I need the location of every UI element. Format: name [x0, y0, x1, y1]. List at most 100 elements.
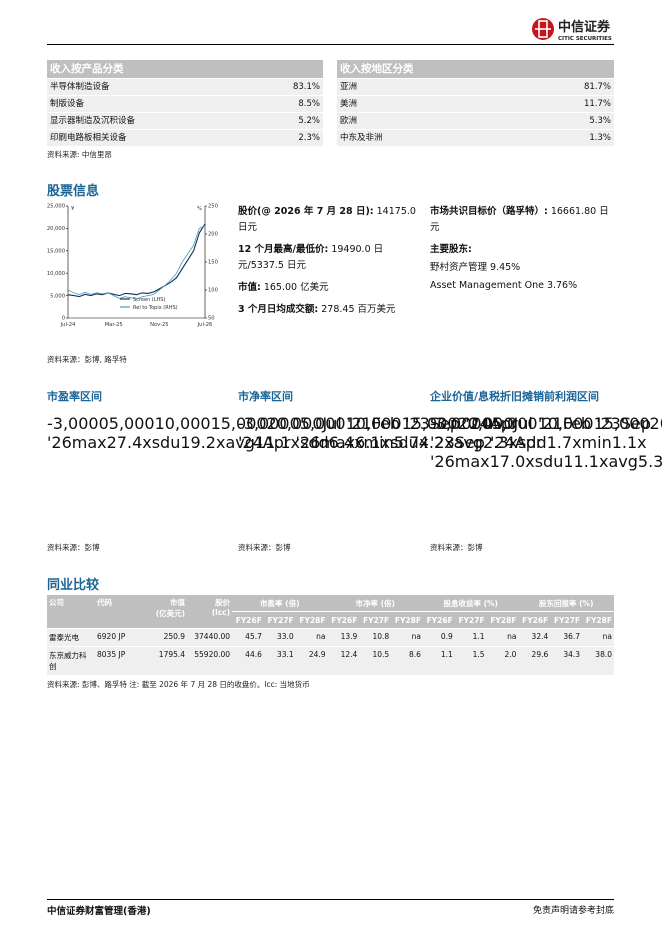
header-cell: 股价 (lcc) [187, 595, 233, 629]
header-row: FY26F FY27F FY28F FY26F FY27F FY28F FY26F FY27F… [47, 611, 614, 629]
group-header: 市净率 (倍) [327, 595, 423, 612]
year-header: FY27F [550, 611, 583, 629]
year-header: FY28F [295, 611, 328, 629]
year-header: FY27F [454, 611, 487, 629]
year-header: FY26F [327, 611, 360, 629]
y-tick-label: 15,000 [210, 414, 267, 433]
y-tick-label: 0 [98, 414, 109, 433]
metric: 12.4 [327, 646, 360, 675]
row-value: 2.3% [298, 133, 320, 143]
label: 股价(@ 2026 年 7 月 28 日): [238, 206, 374, 217]
source: 资料来源：彭博 [47, 543, 100, 552]
logo-subtitle: CITIC SECURITIES [558, 36, 612, 42]
section-title: 同业比较 [47, 578, 100, 593]
y-tick-label: -3,000 [238, 414, 290, 433]
valuation-chart: -3,00005,00010,00015,00020,000Jul '21Feb… [47, 414, 662, 452]
y-axis-label: ¥ [71, 206, 75, 212]
peer-table-wrap: 公司 代码 市值 (亿美元) 股价 (lcc) 市盈率 (倍) 市净率 (倍) 股息收益率 (%… [47, 595, 614, 675]
valuation-chart: -3,00005,00010,00015,00020,000Jul '21Feb… [430, 414, 662, 471]
x-tick-label: Mar-25 [105, 322, 123, 328]
price: 55920.00 [187, 646, 233, 675]
table-row: 显示器制造及沉积设备 5.2% [47, 113, 323, 129]
metric: na [391, 628, 423, 647]
logo-name: 中信证券 [558, 19, 611, 35]
code: 6920 JP [95, 628, 146, 647]
y2-tick-label: 100 [208, 288, 218, 294]
band-label: sdd1.7x [517, 433, 582, 452]
metric: 33.1 [263, 646, 296, 675]
footer-rule [47, 899, 614, 900]
metric: 44.6 [232, 646, 264, 675]
metric: 36.7 [550, 628, 583, 647]
band-label: max6.1x [320, 433, 391, 452]
note: 资料来源: 彭博、路孚特 注: 截至 2026 年 7 月 28 日的收盘价。l… [47, 680, 310, 689]
header-cell: 公司 [47, 595, 96, 629]
y-tick-label: 20,000 [457, 414, 514, 433]
header-cell: 代码 [95, 595, 146, 629]
value: 19490.0 日元/5337.5 日元 [238, 244, 384, 271]
y-tick-label: 5,000 [108, 414, 155, 433]
x-tick-label: Feb '23 [562, 414, 621, 433]
row-label: 欧洲 [340, 116, 358, 126]
row-value: 81.7% [583, 82, 611, 92]
row-value: 11.7% [583, 99, 611, 109]
y2-tick-label: 150 [208, 260, 218, 266]
header-row: 公司 代码 市值 (亿美元) 股价 (lcc) 市盈率 (倍) 市净率 (倍) 股息收益率 (%… [47, 595, 614, 629]
y-tick-label: 0 [481, 414, 492, 433]
year-header: FY28F [391, 611, 423, 629]
value: 14175.0 日元 [238, 206, 416, 233]
series-line [67, 223, 206, 298]
shareholder: 野村资产管理 9.45% [430, 262, 521, 273]
x-tick-label: Sep '24 [454, 433, 515, 452]
code: 8035 JP [95, 646, 146, 675]
year-header: FY26F [232, 611, 264, 629]
detail: 12 个月最高/最低价: 19490.0 日元/5337.5 日元 [238, 242, 418, 274]
price: 37440.00 [187, 628, 233, 647]
year-header: FY27F [359, 611, 392, 629]
year-header: FY28F [486, 611, 519, 629]
band-label: avg5.3x [608, 452, 662, 471]
source: 资料来源：彭博 [238, 543, 291, 552]
metric: na [582, 628, 614, 647]
source: 资料来源: 中信里昂 [47, 150, 112, 159]
year-header: FY26F [422, 611, 455, 629]
metric: 10.8 [359, 628, 392, 647]
y-tick-label: 0 [62, 316, 65, 322]
row-label: 亚洲 [340, 82, 358, 92]
group-header: 市盈率 (倍) [232, 595, 328, 612]
value: 16661.80 日元 [430, 206, 609, 233]
metric: 0.9 [422, 628, 455, 647]
row-value: 5.3% [589, 116, 611, 126]
band-label: sdu4.2x [390, 433, 454, 452]
metric: 45.7 [232, 628, 264, 647]
table-row: 亚洲 81.7% [337, 79, 614, 95]
metric: 1.1 [422, 646, 455, 675]
y-tick-label: 20,000 [47, 226, 65, 232]
y-tick-label: 5,000 [299, 414, 346, 433]
y-tick-label: 10,000 [345, 414, 402, 433]
table-row: 欧洲 5.3% [337, 113, 614, 129]
table-row: 半导体制造设备 83.1% [47, 79, 323, 95]
x-tick-label: Sep '24 [238, 414, 652, 452]
shareholder: Asset Management One 3.76% [430, 280, 578, 291]
x-tick-label: Jul '21 [513, 414, 563, 433]
y-tick-label: 10,000 [47, 271, 65, 277]
peer-table: 公司 代码 市值 (亿美元) 股价 (lcc) 市盈率 (倍) 市净率 (倍) 股息收益率 (%… [47, 595, 614, 675]
metric: na [486, 628, 519, 647]
label: 12 个月最高/最低价: [238, 244, 329, 255]
y-tick-label: 5,000 [491, 414, 538, 433]
x-tick-label: Apr '26 [47, 414, 518, 452]
x-tick-label: Feb '23 [371, 414, 430, 433]
row-label: 半导体制造设备 [50, 82, 110, 92]
header-rule [47, 44, 614, 45]
year-header: FY27F [263, 611, 296, 629]
legend-label: Rel to Topix (RHS) [133, 305, 178, 311]
x-tick-label: Jul-26 [197, 322, 213, 328]
y2-tick-label: 200 [208, 232, 218, 238]
band-label: max27.4x [71, 433, 152, 452]
group-header: 股东回报率 (%) [518, 595, 614, 612]
mcap: 250.9 [145, 628, 188, 647]
value: 278.45 百万美元 [321, 304, 396, 315]
metric: na [295, 628, 328, 647]
